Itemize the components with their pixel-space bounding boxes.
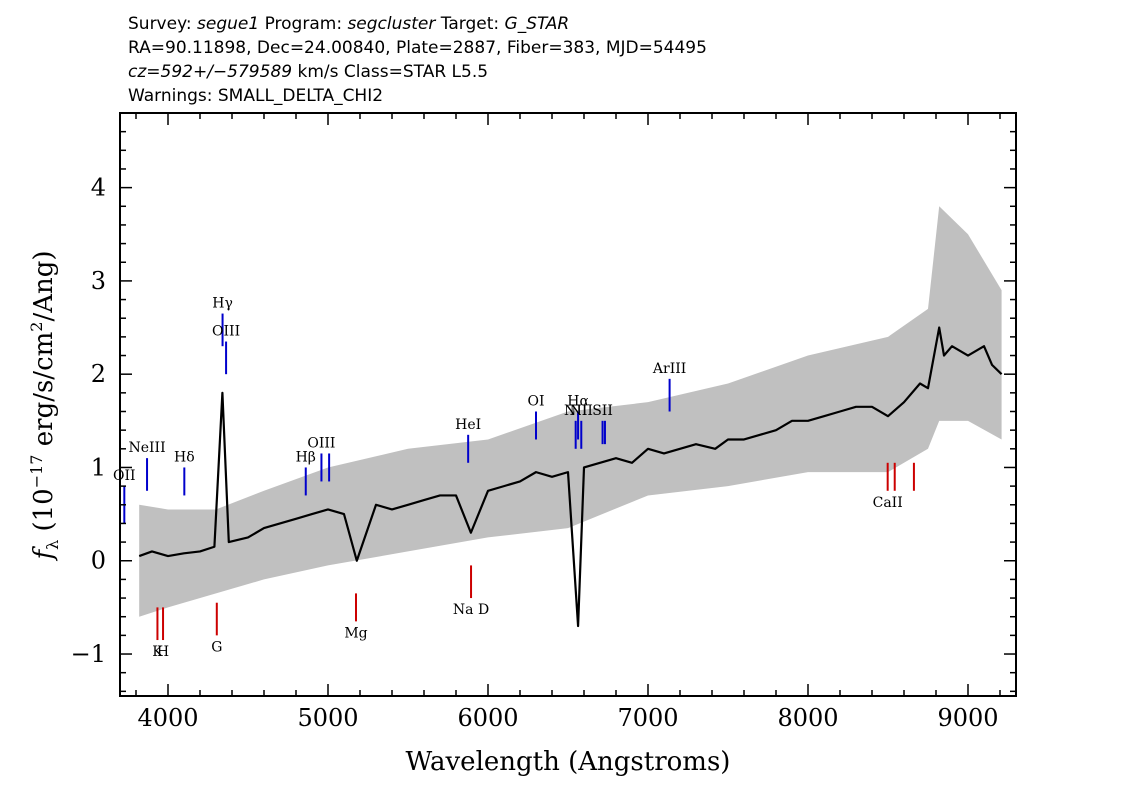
survey-label: Survey: [128,14,198,34]
error-envelope [139,206,1002,617]
y-axis-subscript: λ [43,540,62,550]
header-line-redshift: cz=592+/−579589 km/s Class=STAR L5.5 [128,60,707,84]
target-value: G_STAR [504,14,570,34]
header-line-survey: Survey: segue1 Program: segcluster Targe… [128,12,707,36]
y-tick-label: 1 [91,453,106,481]
emission-line-label: Hα [567,393,589,409]
y-tick-label: −1 [71,640,106,668]
emission-line-label: Hβ [296,449,316,465]
emission-line-label: OIII [307,435,335,451]
cz-value: cz=592+/−579589 [128,62,293,82]
x-tick-label: 5000 [297,704,358,732]
x-tick-label: 4000 [137,704,198,732]
x-tick-label: 6000 [457,704,518,732]
program-value: segcluster [347,14,436,34]
x-tick-label: 7000 [617,704,678,732]
emission-line-label: HeI [455,417,481,433]
emission-line-label: NII [564,403,587,419]
absorption-line-label: K [152,644,163,660]
header-line-coords: RA=90.11898, Dec=24.00840, Plate=2887, F… [128,38,707,58]
y-axis-exponent: −17 [27,455,46,489]
absorption-line-label: H [157,644,169,660]
program-label: Program: [259,14,348,34]
flux-series [138,326,1003,628]
emission-line-label: NII [570,403,593,419]
plot-header: Survey: segue1 Program: segcluster Targe… [128,12,707,108]
emission-line-label: SII [592,403,613,419]
absorption-line-label: Na D [453,602,489,618]
emission-line-label: OII [113,468,136,484]
y-axis-units: erg/s/cm [29,332,59,455]
emission-line-label: Hγ [212,296,233,312]
plot-frame [119,112,1017,697]
emission-line-label: ArIII [652,361,686,377]
x-tick-label: 9000 [937,704,998,732]
absorption-line-label: Mg [344,625,367,641]
y-tick-label: 3 [91,267,106,295]
y-tick-label: 4 [91,174,106,202]
axis-ticks: 4000 5000 6000 7000 8000 9000 −1 0 1 2 3 4 [71,112,1016,732]
emission-line-label: OIII [212,324,240,340]
y-axis-scale: (10 [29,488,59,540]
y-tick-label: 0 [91,547,106,575]
absorption-line-label: G [211,639,222,655]
y-tick-label: 2 [91,360,106,388]
x-axis-title: Wavelength (Angstroms) [406,747,731,777]
target-label: Target: [435,14,505,34]
absorption-line-label: CaII [873,495,903,511]
header-line-warnings: Warnings: SMALL_DELTA_CHI2 [128,86,384,106]
y-axis-units-tail: /Ang) [29,250,59,321]
emission-line-label: NeIII [128,440,165,456]
class-value: km/s Class=STAR L5.5 [292,62,489,82]
survey-value: segue1 [197,14,260,34]
y-axis-title: fλ (10−17 erg/s/cm2/Ang) [27,250,62,561]
x-tick-label: 8000 [777,704,838,732]
emission-line-label: Hδ [174,449,195,465]
y-axis-squared: 2 [27,322,46,332]
emission-line-label: OI [527,393,544,409]
